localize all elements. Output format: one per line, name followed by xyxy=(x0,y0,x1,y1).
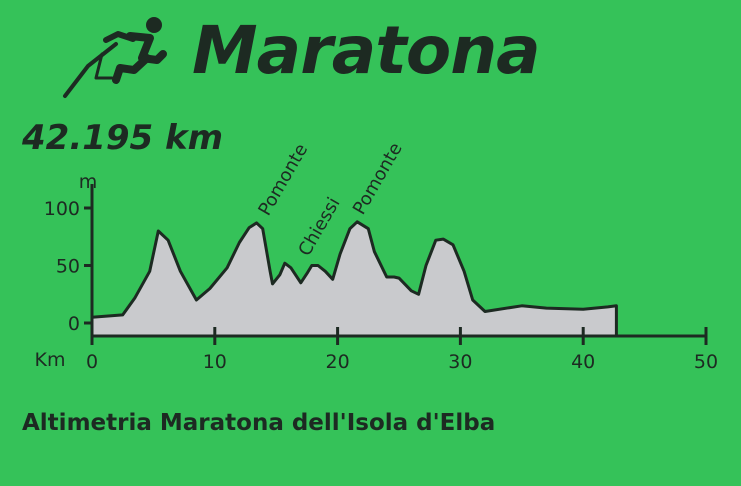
x-tick-label: 0 xyxy=(86,351,98,373)
y-tick-label: 50 xyxy=(56,256,80,278)
elevation-profile-area xyxy=(90,220,618,338)
y-axis-label: m xyxy=(79,171,98,193)
peak-annotation-label: Pomonte xyxy=(349,139,407,218)
x-tick-label: 40 xyxy=(571,351,595,373)
y-tick-label: 100 xyxy=(44,198,80,220)
race-distance: 42.195 km xyxy=(22,118,224,158)
x-tick-label: 10 xyxy=(203,351,227,373)
chart-caption: Altimetria Maratona dell'Isola d'Elba xyxy=(22,410,496,436)
y-tick-label: 0 xyxy=(68,313,80,335)
x-tick-label: 20 xyxy=(326,351,350,373)
x-axis-ticks: 0 10 20 30 40 50 xyxy=(86,327,718,373)
peak-annotation-label: Chiessi xyxy=(294,194,344,260)
x-axis-label: Km xyxy=(35,349,66,371)
page-title: Maratona xyxy=(192,12,541,89)
x-tick-label: 30 xyxy=(448,351,472,373)
runner-icon xyxy=(63,17,167,98)
x-tick-label: 50 xyxy=(694,351,718,373)
y-axis-ticks: 0 50 100 xyxy=(44,198,92,335)
peak-annotation-label: Pomonte xyxy=(254,140,312,219)
